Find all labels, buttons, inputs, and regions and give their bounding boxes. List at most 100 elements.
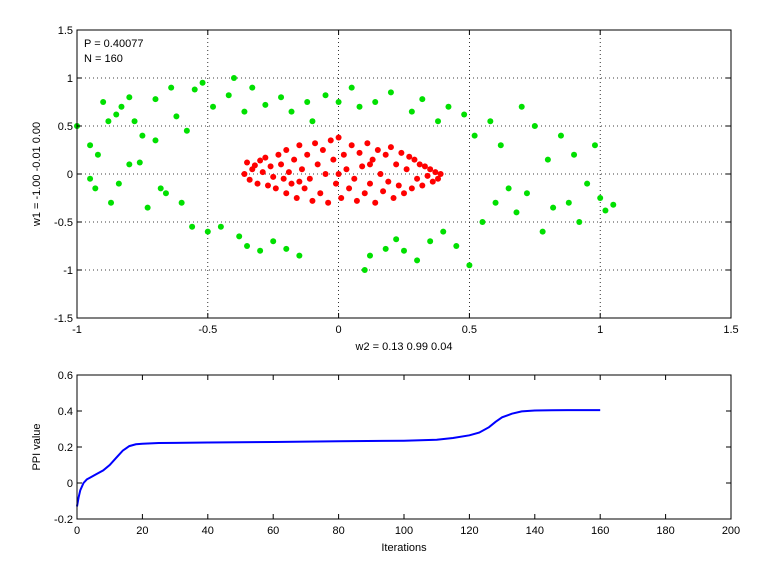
scatter-point-red bbox=[374, 147, 381, 153]
annotation-n: N = 160 bbox=[84, 53, 123, 65]
scatter-point-green bbox=[173, 113, 180, 120]
scatter-point-green bbox=[461, 111, 468, 118]
scatter-point-red bbox=[366, 161, 373, 168]
scatter-point-green bbox=[92, 185, 99, 192]
scatter-point-green bbox=[576, 219, 583, 225]
scatter-point-red bbox=[275, 151, 282, 158]
scatter-point-green bbox=[597, 195, 604, 201]
scatter-ytick-label: -1 bbox=[63, 265, 73, 277]
scatter-point-red bbox=[283, 190, 290, 197]
scatter-point-green bbox=[602, 207, 609, 214]
scatter-point-green bbox=[466, 262, 473, 269]
line-ticks: 0 20 40 60 80 100 120 140 160 180 200-0.200.20.40.… bbox=[54, 370, 740, 537]
scatter-ticks: -1 -0.5 0 0.5 1 1.5-1.5-1-0.500.511.5 bbox=[54, 25, 739, 336]
scatter-point-green bbox=[262, 101, 269, 108]
scatter-point-green bbox=[126, 94, 133, 101]
scatter-point-red bbox=[296, 142, 303, 149]
scatter-point-green bbox=[204, 228, 211, 235]
scatter-point-green bbox=[544, 156, 551, 163]
scatter-point-red bbox=[416, 161, 423, 168]
line-plot-area bbox=[77, 375, 731, 519]
scatter-point-green bbox=[139, 132, 146, 139]
line-xtick-label: 120 bbox=[460, 525, 478, 537]
scatter-point-red bbox=[424, 172, 431, 179]
scatter-point-red bbox=[283, 147, 290, 153]
scatter-point-green bbox=[565, 199, 572, 206]
scatter-point-green bbox=[440, 228, 447, 235]
scatter-point-red bbox=[272, 185, 279, 192]
ppi-series-line bbox=[76, 409, 601, 507]
line-ytick-label: 0.6 bbox=[58, 370, 73, 382]
scatter-point-red bbox=[406, 153, 413, 160]
scatter-ytick-label: -0.5 bbox=[54, 217, 73, 229]
scatter-point-green bbox=[518, 103, 525, 110]
scatter-point-green bbox=[296, 252, 303, 259]
scatter-point-red bbox=[343, 166, 350, 173]
line-panel: 0 20 40 60 80 100 120 140 160 180 200-0.200.20.40.… bbox=[31, 370, 740, 554]
line-series-group bbox=[76, 409, 601, 507]
scatter-point-green bbox=[414, 257, 421, 264]
scatter-point-green bbox=[309, 118, 316, 125]
scatter-point-red bbox=[356, 149, 363, 156]
scatter-point-green bbox=[487, 118, 494, 125]
scatter-point-green bbox=[100, 99, 107, 105]
scatter-point-red bbox=[278, 161, 285, 168]
scatter-point-red bbox=[319, 147, 326, 153]
scatter-point-red bbox=[251, 162, 258, 169]
scatter-point-red bbox=[435, 175, 442, 182]
scatter-point-red bbox=[317, 190, 324, 197]
scatter-point-red bbox=[312, 140, 319, 147]
scatter-point-red bbox=[280, 175, 287, 182]
scatter-ytick-label: -1.5 bbox=[54, 313, 73, 325]
scatter-point-green bbox=[236, 233, 243, 240]
scatter-point-green bbox=[471, 132, 478, 139]
scatter-point-red bbox=[364, 140, 371, 147]
scatter-point-red bbox=[259, 169, 266, 176]
scatter-point-green bbox=[152, 137, 159, 144]
scatter-point-red bbox=[361, 190, 368, 197]
scatter-point-red bbox=[377, 171, 384, 177]
scatter-point-red bbox=[335, 171, 342, 177]
scatter-point-red bbox=[338, 195, 345, 201]
scatter-point-red bbox=[288, 180, 295, 187]
scatter-point-red bbox=[306, 175, 313, 182]
scatter-point-green bbox=[144, 204, 151, 211]
scatter-point-green bbox=[183, 127, 190, 134]
scatter-point-red bbox=[241, 171, 248, 177]
scatter-point-green bbox=[189, 223, 196, 230]
scatter-point-red bbox=[372, 199, 379, 206]
scatter-point-green bbox=[372, 99, 379, 105]
scatter-point-green bbox=[531, 123, 538, 129]
scatter-point-red bbox=[291, 156, 298, 163]
scatter-point-red bbox=[411, 156, 418, 163]
scatter-point-green bbox=[225, 92, 232, 99]
scatter-point-red bbox=[421, 163, 428, 170]
scatter-point-green bbox=[479, 219, 486, 225]
scatter-point-red bbox=[346, 185, 353, 192]
scatter-point-green bbox=[571, 151, 578, 158]
scatter-point-green bbox=[361, 267, 368, 273]
scatter-xtick-label: 0 bbox=[336, 324, 342, 336]
scatter-point-green bbox=[523, 190, 530, 197]
scatter-point-green bbox=[492, 199, 499, 206]
scatter-point-green bbox=[539, 228, 546, 235]
scatter-point-green bbox=[157, 185, 164, 192]
scatter-point-red bbox=[257, 157, 264, 164]
scatter-point-green bbox=[283, 245, 290, 252]
scatter-ytick-label: 0.5 bbox=[58, 121, 73, 133]
scatter-point-red bbox=[301, 185, 308, 192]
scatter-point-green bbox=[105, 118, 112, 125]
scatter-grid bbox=[77, 30, 731, 318]
line-xtick-label: 20 bbox=[136, 525, 148, 537]
scatter-point-green bbox=[445, 103, 452, 110]
scatter-point-green bbox=[453, 243, 460, 249]
scatter-point-green bbox=[162, 190, 169, 197]
scatter-plot-area bbox=[77, 30, 731, 318]
line-xtick-label: 140 bbox=[526, 525, 544, 537]
scatter-point-green bbox=[278, 94, 285, 101]
scatter-point-green bbox=[356, 103, 363, 110]
scatter-point-red bbox=[285, 169, 292, 176]
scatter-point-red bbox=[369, 156, 376, 163]
scatter-point-red bbox=[298, 166, 305, 173]
